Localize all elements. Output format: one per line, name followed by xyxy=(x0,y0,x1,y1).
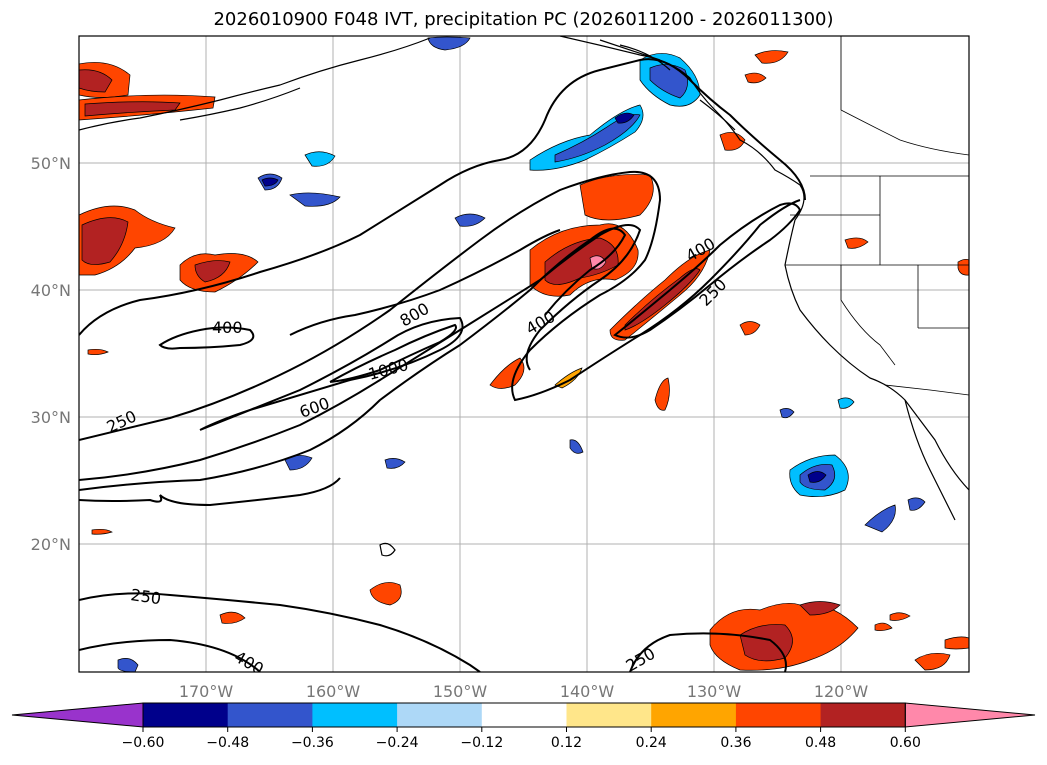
lon-label: 130°W xyxy=(687,682,742,701)
colorbar-tick-label: 0.48 xyxy=(805,735,836,751)
colorbar-segment xyxy=(227,703,313,727)
lat-label: 20°N xyxy=(31,535,71,554)
lon-label: 160°W xyxy=(306,682,361,701)
lon-label: 140°W xyxy=(560,682,615,701)
colorbar-tick-label: −0.12 xyxy=(460,735,503,751)
coastlines xyxy=(79,36,969,557)
ivt-contours xyxy=(79,58,806,672)
colorbar-frame xyxy=(142,702,906,728)
colorbar-extend-high xyxy=(904,702,1036,728)
lon-label: 120°W xyxy=(814,682,869,701)
colorbar: −0.60 −0.48 −0.36 −0.24 −0.12 0.12 0.24 0.36 0.4… xyxy=(11,702,1036,751)
colorbar-tick-label: 0.36 xyxy=(720,735,751,751)
colorbar-tick-label: −0.36 xyxy=(291,735,334,751)
contour-label: 250 xyxy=(129,585,162,608)
lat-label: 50°N xyxy=(31,154,71,173)
lat-label: 30°N xyxy=(31,408,71,427)
lat-label: 40°N xyxy=(31,281,71,300)
longitude-labels: 170°W 160°W 150°W 140°W 130°W 120°W xyxy=(179,682,869,701)
colorbar-segment xyxy=(820,703,906,727)
map-frame xyxy=(78,35,970,673)
map-background xyxy=(79,36,969,672)
lon-label: 170°W xyxy=(179,682,234,701)
contour-label: 400 xyxy=(212,318,243,337)
lon-label: 150°W xyxy=(433,682,488,701)
colorbar-tick-label: −0.48 xyxy=(206,735,249,751)
colorbar-segment xyxy=(312,703,398,727)
graticule xyxy=(79,36,969,672)
latitude-labels: 50°N 40°N 30°N 20°N xyxy=(31,154,71,554)
colorbar-segment xyxy=(481,703,567,727)
negative-precip-patches xyxy=(117,36,926,672)
colorbar-segment xyxy=(143,703,229,727)
colorbar-segment xyxy=(735,703,822,727)
colorbar-segment xyxy=(651,703,737,727)
colorbar-segment xyxy=(397,703,483,727)
political-borders xyxy=(785,36,969,396)
colorbar-tick-label: 0.60 xyxy=(890,735,921,751)
colorbar-tick-label: 0.12 xyxy=(551,735,582,751)
colorbar-tick-label: −0.24 xyxy=(376,735,419,751)
colorbar-tick-label: −0.60 xyxy=(122,735,165,751)
colorbar-segment xyxy=(566,703,652,727)
map-title: 2026010900 F048 IVT, precipitation PC (2… xyxy=(213,9,834,30)
positive-precip-patches xyxy=(79,50,969,671)
colorbar-extend-low xyxy=(11,702,144,728)
colorbar-tick-label: 0.24 xyxy=(636,735,667,751)
